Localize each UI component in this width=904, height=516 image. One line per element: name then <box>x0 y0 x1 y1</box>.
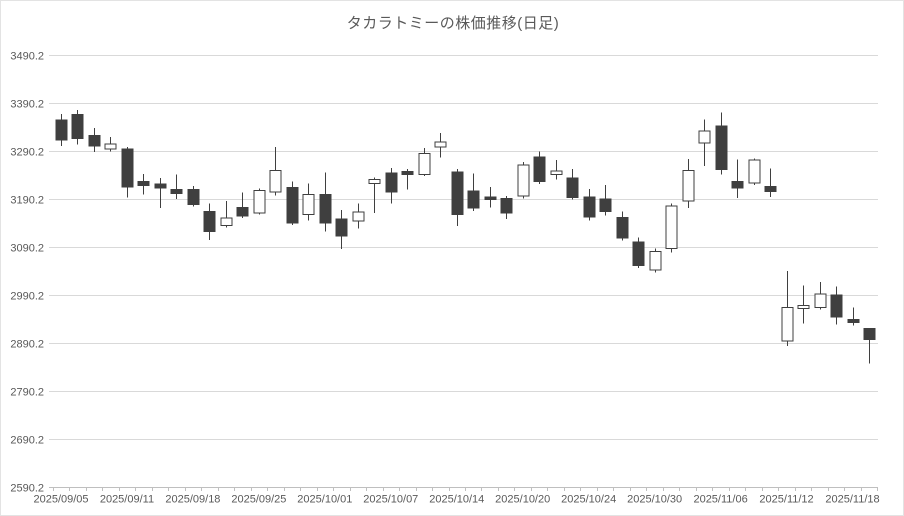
candle-2025/10/20 <box>517 161 530 199</box>
y-gridlines <box>49 55 878 440</box>
x-tick-label: 2025/09/25 <box>231 494 286 506</box>
candle-2025/10/28 <box>616 211 629 241</box>
candle-2025/10/31 <box>665 203 678 253</box>
candle-2025/10/24 <box>583 189 596 221</box>
x-tick-label: 2025/10/07 <box>363 494 418 506</box>
candle-2025/10/23 <box>566 168 579 200</box>
y-tick-label: 3390.2 <box>10 99 44 111</box>
candle-2025/09/11 <box>121 146 134 198</box>
candle-2025/10/17 <box>500 195 513 219</box>
candle-2025/09/25 <box>253 188 266 215</box>
x-tick-label: 2025/10/20 <box>495 494 550 506</box>
x-tick-label: 2025/10/30 <box>627 494 682 506</box>
y-tick-label: 3490.2 <box>10 51 44 63</box>
candle-2025/10/22 <box>550 159 563 180</box>
candle-2025/10/15 <box>467 173 480 211</box>
candle-2025/10/30 <box>649 248 662 273</box>
candle-2025/11/10 <box>748 158 761 185</box>
candle-2025/11/19 <box>863 328 876 364</box>
candle-2025/10/03 <box>352 203 365 229</box>
y-tick-label: 3190.2 <box>10 195 44 207</box>
x-tick-label: 2025/11/12 <box>759 494 813 506</box>
candle-2025/09/12 <box>137 173 150 195</box>
candle-2025/09/19 <box>203 203 216 241</box>
candle-2025/09/16 <box>154 178 167 208</box>
candle-2025/09/24 <box>236 192 249 218</box>
candle-2025/10/29 <box>632 237 645 268</box>
candle-2025/10/16 <box>484 187 497 208</box>
candle-2025/09/05 <box>55 114 68 146</box>
candle-2025/09/09 <box>88 128 101 153</box>
candle-2025/11/07 <box>731 159 744 198</box>
candle-2025/10/09 <box>418 147 431 177</box>
x-tick-label: 2025/10/24 <box>561 494 616 506</box>
x-tick-label: 2025/09/05 <box>33 494 88 506</box>
x-tick-label: 2025/11/06 <box>693 494 747 506</box>
candle-2025/09/30 <box>302 183 315 221</box>
x-axis <box>49 487 878 491</box>
candle-2025/09/22 <box>220 201 233 228</box>
candle-2025/10/08 <box>401 168 414 190</box>
candle-2025/09/18 <box>187 185 200 207</box>
candle-2025/09/10 <box>104 136 117 152</box>
candles <box>55 109 876 364</box>
x-tick-label: 2025/09/18 <box>165 494 220 506</box>
candle-2025/10/21 <box>533 151 546 184</box>
candle-2025/11/14 <box>814 281 827 310</box>
y-tick-label: 2890.2 <box>10 339 44 351</box>
candle-2025/11/04 <box>682 158 695 208</box>
x-tick-label: 2025/09/11 <box>100 494 154 506</box>
candle-2025/10/10 <box>434 132 447 158</box>
y-tick-label: 2590.2 <box>10 483 44 495</box>
candle-2025/11/18 <box>847 307 860 326</box>
candle-2025/09/17 <box>170 174 183 199</box>
x-tick-label: 2025/10/14 <box>429 494 484 506</box>
candle-2025/11/06 <box>715 112 728 175</box>
candle-2025/10/02 <box>335 209 348 250</box>
y-tick-label: 3290.2 <box>10 147 44 159</box>
candle-2025/11/13 <box>797 285 810 324</box>
x-tick-label: 2025/10/01 <box>297 494 352 506</box>
candle-2025/10/27 <box>599 184 612 216</box>
candle-2025/09/08 <box>71 109 84 145</box>
candle-2025/11/11 <box>764 168 777 197</box>
x-tick-label: 2025/11/18 <box>825 494 879 506</box>
candle-2025/10/06 <box>368 177 381 214</box>
candle-2025/10/01 <box>319 172 332 232</box>
candle-2025/11/05 <box>698 119 711 167</box>
y-tick-label: 2690.2 <box>10 435 44 447</box>
candle-2025/11/17 <box>830 286 843 325</box>
candle-2025/11/12 <box>781 270 794 346</box>
candle-2025/10/07 <box>385 168 398 204</box>
y-tick-label: 2990.2 <box>10 291 44 303</box>
x-axis-labels: 2025/09/05 2025/09/11 2025/09/18 2025/09/25… <box>33 494 879 506</box>
y-tick-label: 3090.2 <box>10 243 44 255</box>
candle-2025/10/14 <box>451 168 464 227</box>
y-axis-labels: 3490.2 3390.2 3290.2 3190.2 3090.2 2990.2 2890… <box>10 51 44 495</box>
y-tick-label: 2790.2 <box>10 387 44 399</box>
candle-2025/09/29 <box>286 181 299 226</box>
candle-2025/09/26 <box>269 146 282 196</box>
